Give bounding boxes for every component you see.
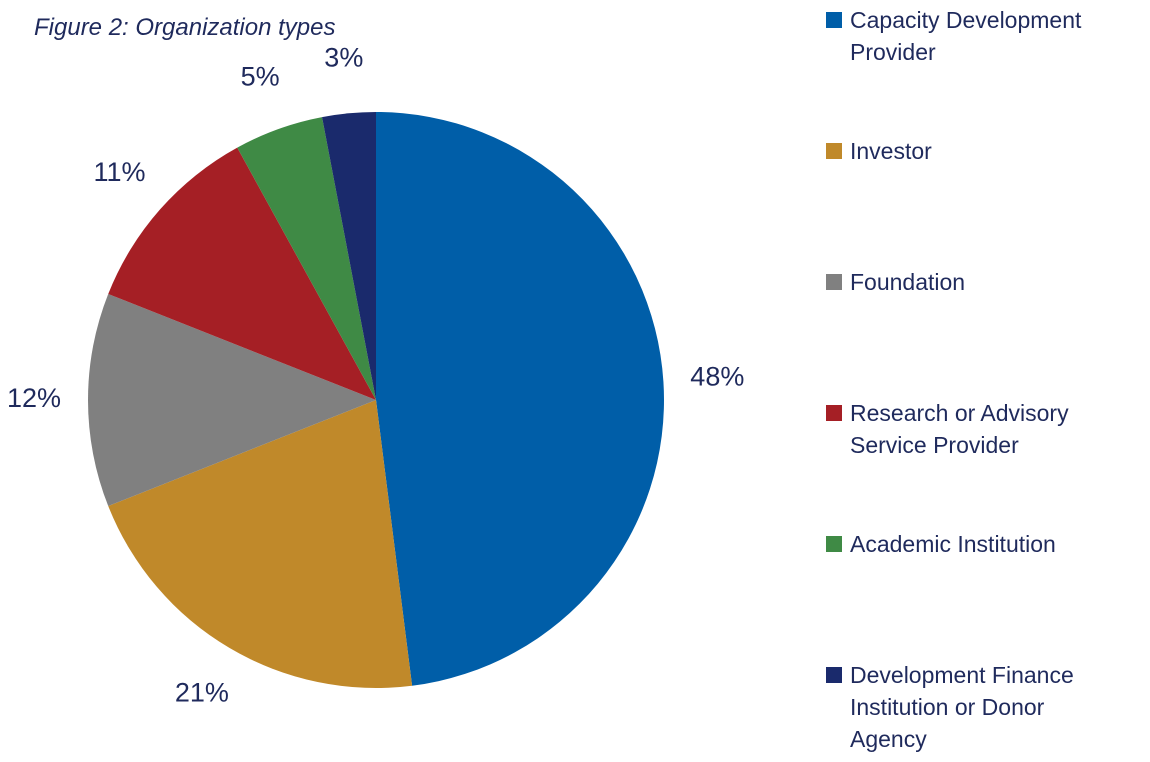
legend-label: Capacity Development Provider (850, 7, 1082, 65)
data-label: 5% (241, 61, 280, 91)
pie-slice (108, 147, 377, 400)
pie-slice (108, 400, 413, 688)
data-label: 3% (324, 43, 363, 73)
pie-slice (88, 293, 377, 507)
legend-swatch (826, 12, 842, 28)
legend-label: Foundation (850, 269, 966, 295)
legend-swatch (826, 536, 842, 552)
legend-item: Academic Institution (826, 528, 1116, 560)
legend-item: Research or Advisory Service Provider (826, 397, 1116, 461)
legend-swatch (826, 274, 842, 290)
pie-slice (237, 117, 376, 401)
legend-item: Development Finance Institution or Donor… (826, 659, 1116, 755)
chart: 48% 21% 12% 11% 5% 3% (7, 43, 744, 708)
pie-slice (376, 111, 665, 686)
legend-label: Development Finance Institution or Donor… (850, 662, 1074, 752)
legend-swatch (826, 143, 842, 159)
legend-label: Investor (850, 138, 932, 164)
legend-item: Investor (826, 135, 1116, 167)
legend-label: Academic Institution (850, 531, 1056, 557)
data-label: 21% (175, 677, 229, 707)
legend-item: Capacity Development Provider (826, 4, 1116, 68)
chart-title: Figure 2: Organization types (34, 14, 336, 41)
data-label: 48% (690, 362, 744, 392)
data-label: 11% (93, 157, 145, 187)
data-label: 12% (7, 383, 61, 413)
legend-swatch (826, 405, 842, 421)
legend-item: Foundation (826, 266, 1116, 298)
pie-slice (322, 112, 376, 400)
legend-label: Research or Advisory Service Provider (850, 400, 1069, 458)
legend-swatch (826, 667, 842, 683)
